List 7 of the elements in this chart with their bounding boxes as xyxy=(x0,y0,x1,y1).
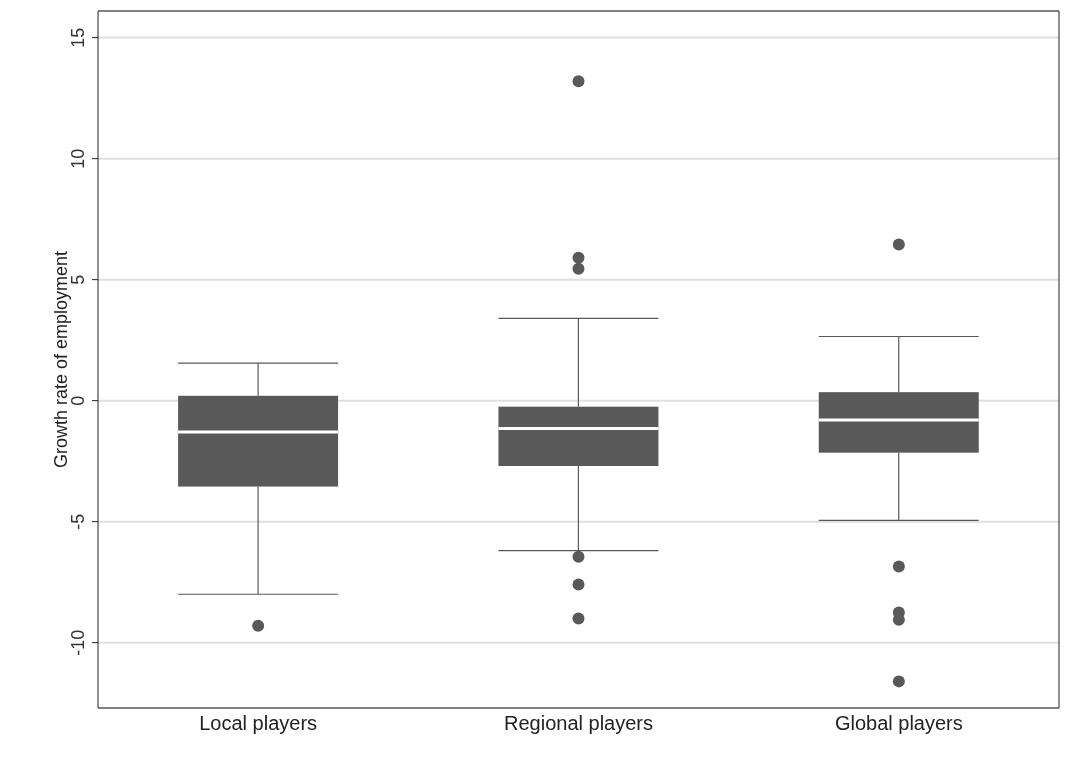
x-tick-label: Regional players xyxy=(504,712,653,735)
y-tick-label: 15 xyxy=(68,27,88,48)
y-tick-label: 10 xyxy=(68,148,88,169)
x-tick-label: Local players xyxy=(199,712,318,735)
y-tick-label: -10 xyxy=(68,629,88,656)
y-tick-label: -5 xyxy=(68,513,88,530)
x-tick-label: Global players xyxy=(834,712,963,735)
